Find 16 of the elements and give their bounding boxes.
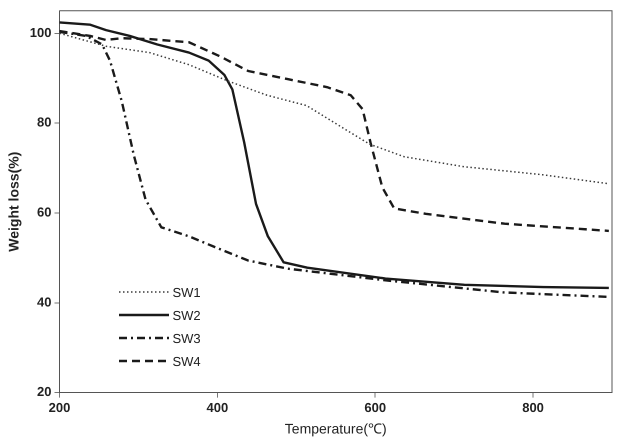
y-axis-title: Weight loss(%): [5, 152, 22, 252]
y-tick-label: 80: [37, 114, 52, 130]
legend-label: SW3: [172, 330, 201, 346]
legend-label: SW2: [172, 308, 201, 323]
x-axis-title: Temperature(℃): [284, 420, 387, 436]
y-tick-label: 20: [37, 384, 52, 400]
y-tick-label: 100: [30, 24, 52, 40]
y-tick-label: 60: [37, 204, 52, 220]
x-tick-label: 800: [522, 400, 544, 415]
x-tick-label: 400: [206, 400, 228, 415]
legend-label: SW4: [172, 354, 201, 369]
legend-label: SW1: [172, 284, 201, 300]
line-series: [59, 32, 610, 184]
y-tick-label: 40: [37, 294, 52, 310]
x-tick-label: 200: [48, 400, 70, 415]
x-tick-label: 600: [364, 400, 386, 415]
